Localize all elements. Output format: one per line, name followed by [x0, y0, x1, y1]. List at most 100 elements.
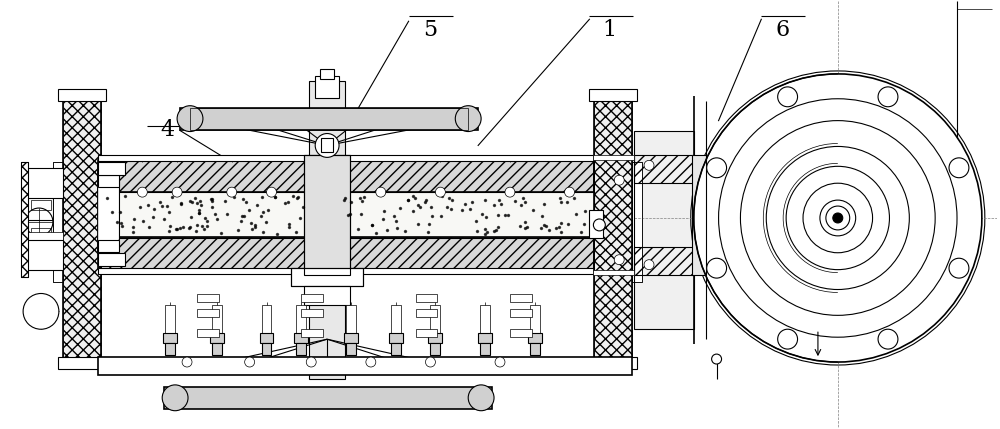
- Point: [400, 196, 416, 203]
- Point: [386, 213, 402, 220]
- Point: [152, 198, 168, 205]
- Bar: [304, 155, 350, 275]
- Bar: [589, 89, 637, 101]
- Point: [241, 206, 257, 213]
- Point: [407, 195, 423, 202]
- Bar: [98, 237, 594, 269]
- Bar: [98, 155, 594, 161]
- Bar: [321, 139, 333, 152]
- Circle shape: [177, 106, 203, 132]
- Bar: [309, 81, 345, 379]
- Circle shape: [495, 357, 505, 367]
- Circle shape: [644, 160, 654, 170]
- Bar: [480, 343, 490, 355]
- Circle shape: [376, 187, 386, 197]
- Point: [490, 211, 506, 218]
- Bar: [296, 305, 306, 333]
- Point: [156, 215, 172, 222]
- Bar: [344, 333, 358, 343]
- Point: [233, 218, 249, 224]
- Point: [197, 214, 213, 221]
- Point: [477, 196, 493, 203]
- Bar: [98, 240, 119, 252]
- Bar: [212, 343, 222, 355]
- Point: [244, 226, 260, 233]
- Bar: [53, 162, 63, 281]
- Bar: [428, 333, 442, 343]
- Point: [203, 195, 219, 202]
- Point: [559, 199, 575, 206]
- Point: [267, 193, 283, 200]
- Point: [113, 220, 129, 227]
- Point: [181, 225, 197, 232]
- Point: [421, 221, 437, 227]
- Bar: [197, 329, 219, 337]
- Point: [486, 202, 502, 208]
- Point: [410, 202, 426, 208]
- Point: [379, 227, 395, 233]
- Bar: [98, 175, 119, 187]
- Bar: [315, 76, 339, 98]
- Point: [342, 211, 358, 218]
- Point: [356, 194, 372, 201]
- Bar: [510, 309, 532, 317]
- Bar: [634, 247, 694, 275]
- Point: [135, 218, 151, 225]
- Point: [364, 222, 380, 229]
- Point: [497, 212, 513, 219]
- Circle shape: [172, 187, 182, 197]
- Point: [488, 227, 504, 233]
- Bar: [301, 309, 323, 317]
- Bar: [291, 268, 363, 286]
- Point: [132, 203, 148, 210]
- Point: [280, 199, 296, 206]
- Point: [168, 226, 184, 233]
- Bar: [58, 357, 106, 369]
- Point: [187, 194, 203, 201]
- Point: [517, 218, 533, 225]
- Point: [337, 194, 353, 201]
- Point: [443, 205, 459, 212]
- Bar: [98, 357, 632, 375]
- Bar: [430, 305, 440, 333]
- Point: [189, 221, 205, 228]
- Bar: [692, 155, 706, 275]
- Bar: [98, 160, 594, 192]
- Text: 1: 1: [602, 19, 616, 41]
- Circle shape: [455, 106, 481, 132]
- Point: [454, 206, 470, 213]
- Point: [235, 195, 251, 202]
- Point: [191, 209, 207, 216]
- Point: [400, 196, 416, 203]
- Bar: [416, 294, 437, 302]
- Point: [99, 194, 115, 201]
- Point: [568, 210, 584, 217]
- Bar: [98, 268, 594, 274]
- Point: [204, 197, 220, 204]
- Point: [141, 224, 157, 230]
- Bar: [21, 162, 28, 277]
- Bar: [309, 81, 345, 379]
- Point: [194, 222, 210, 229]
- Bar: [262, 305, 271, 333]
- Point: [424, 212, 440, 219]
- Bar: [594, 91, 632, 359]
- Bar: [510, 329, 532, 337]
- Circle shape: [833, 213, 843, 223]
- Bar: [589, 210, 603, 238]
- Circle shape: [707, 258, 727, 278]
- Bar: [163, 333, 177, 343]
- Point: [525, 207, 541, 214]
- Bar: [165, 305, 175, 333]
- Bar: [478, 333, 492, 343]
- Bar: [164, 387, 492, 409]
- Circle shape: [712, 354, 722, 364]
- Point: [477, 230, 493, 237]
- Bar: [594, 91, 632, 359]
- Point: [109, 219, 125, 226]
- Point: [457, 201, 473, 208]
- Bar: [165, 343, 175, 355]
- Bar: [262, 343, 271, 355]
- Bar: [53, 162, 63, 281]
- Point: [213, 230, 229, 236]
